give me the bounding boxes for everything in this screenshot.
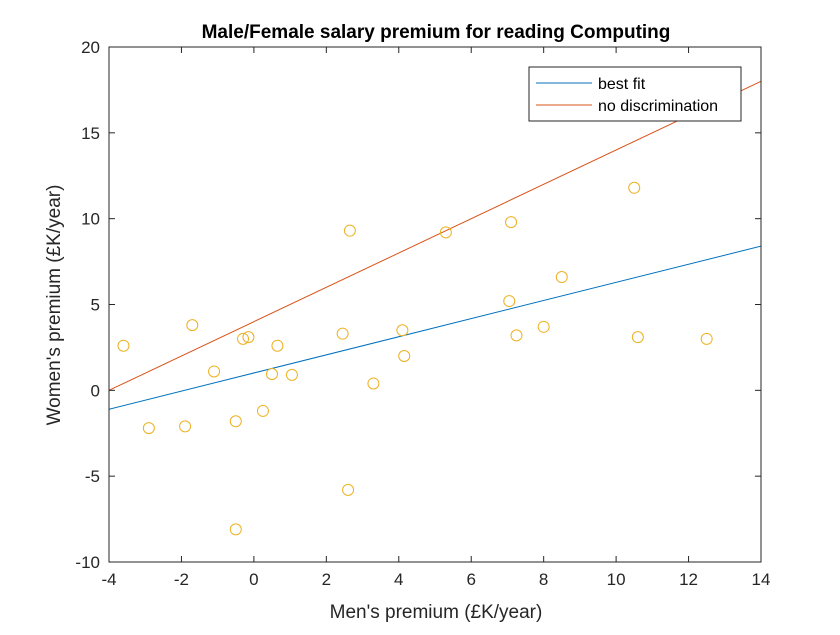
scatter-point [343,224,356,237]
x-tick-label: 4 [394,570,403,589]
scatter-point [439,226,452,239]
x-tick-label: 14 [752,570,771,589]
scatter-point [503,295,516,308]
y-tick-label: 0 [91,381,100,400]
scatter-point [700,332,713,345]
scatter-point [510,329,523,342]
scatter-points [117,181,713,536]
scatter-point [367,377,380,390]
y-tick-label: 5 [91,296,100,315]
scatter-point [505,216,518,229]
series-lines [109,80,761,410]
x-tick-label: 8 [539,570,548,589]
scatter-point [242,331,255,344]
axes-background [109,47,761,562]
scatter-point [396,324,409,337]
x-tick-label: 0 [249,570,258,589]
scatter-point [208,365,221,378]
scatter-point [342,483,355,496]
scatter-point [256,404,269,417]
scatter-point [266,368,278,381]
scatter-point [229,415,242,428]
axis-ticks: -4 -2 0 2 4 6 8 10 12 14 -10 -5 0 5 10 15 20 [75,38,770,589]
legend-label: best fit [598,76,646,93]
scatter-point [628,181,641,194]
x-tick-label: -4 [101,570,116,589]
scatter-point [285,368,298,381]
scatter-point [186,319,199,332]
scatter-point [631,331,644,344]
y-axis-label: Women's premium (£K/year) [44,185,65,426]
legend: best fit no discrimination [528,66,742,122]
chart-title: Male/Female salary premium for reading C… [202,22,671,43]
x-tick-label: 10 [607,570,626,589]
scatter-point [142,422,155,435]
y-tick-label: -5 [85,467,100,486]
y-tick-label: 15 [81,124,100,143]
scatter-point [336,327,349,340]
scatter-point [179,420,192,433]
scatter-point [117,339,130,352]
y-tick-label: 10 [81,210,100,229]
x-axis-label: Men's premium (£K/year) [330,602,543,623]
scatter-point [555,271,568,284]
no-discrimination-line [109,80,761,391]
x-tick-label: 12 [679,570,698,589]
x-tick-label: 6 [466,570,475,589]
scatter-point [237,332,250,345]
x-tick-label: 2 [322,570,331,589]
scatter-point [229,523,242,536]
legend-label: no discrimination [598,98,718,115]
legend-box [528,66,742,122]
x-tick-label: -2 [174,570,189,589]
scatter-point [398,350,411,362]
best-fit-line [109,245,761,410]
y-tick-label: 20 [81,38,100,57]
scatter-point [537,320,550,333]
scatter-point [271,339,284,352]
y-tick-label: -10 [75,553,100,572]
